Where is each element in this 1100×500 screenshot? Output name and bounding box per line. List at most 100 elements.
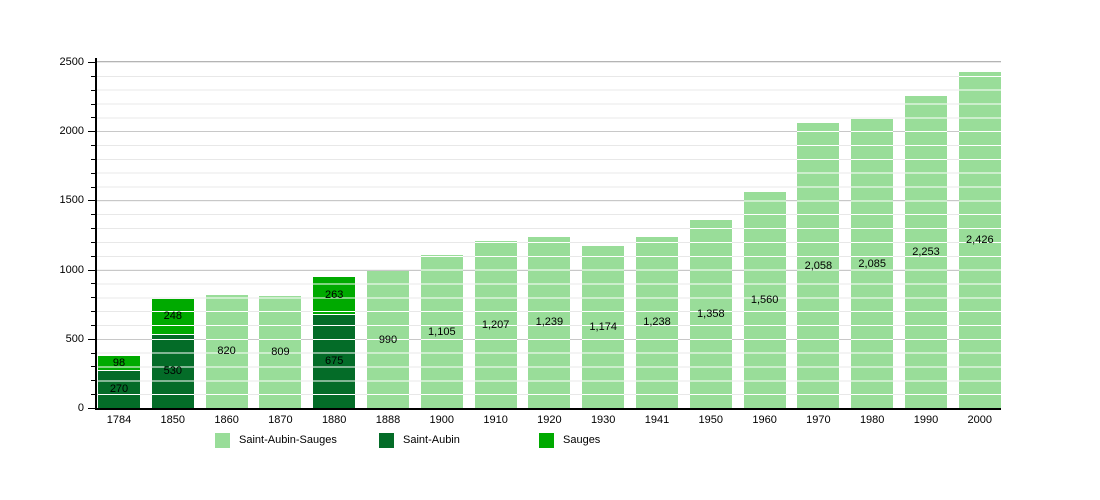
bar-value-label: 1,560 [750, 294, 779, 307]
bar-group-1990: 2,253 [905, 96, 947, 408]
bar-group-1950: 1,358 [689, 220, 732, 408]
y-minor-tick [91, 228, 95, 229]
bar-segment-saint-aubin: 270 [98, 370, 140, 408]
bar-segment-saint-aubin-sauges: 2,085 [851, 119, 894, 408]
y-tick-label: 2500 [59, 56, 84, 68]
bar-segment-sauges: 248 [151, 299, 194, 335]
legend-label: Sauges [563, 433, 601, 446]
y-minor-tick [91, 145, 95, 146]
legend-label: Saint-Aubin-Sauges [239, 433, 337, 446]
y-major-tick [88, 408, 95, 409]
bar-group-1888: 990 [367, 271, 409, 408]
y-tick-label: 1000 [59, 264, 84, 276]
bar-segment-sauges: 98 [98, 356, 140, 371]
bar-group-1900: 1,105 [420, 255, 463, 408]
x-tick-label-1910: 1910 [483, 414, 508, 426]
bar-value-label: 675 [325, 355, 344, 368]
x-tick-label-1888: 1888 [375, 414, 401, 426]
y-minor-tick [91, 394, 95, 395]
bar-group-1860: 820 [205, 294, 248, 408]
bar-value-label: 1,207 [481, 318, 510, 331]
y-minor-tick [91, 104, 95, 105]
bar-group-1870: 809 [259, 296, 302, 408]
bar-group-1941: 1,238 [636, 236, 678, 408]
bar-value-label: 1,174 [589, 320, 617, 333]
bar-group-1970: 2,058 [797, 123, 840, 408]
legend-swatch-icon [215, 432, 230, 448]
bar-group-2000: 2,426 [958, 72, 1001, 408]
legend-swatch-icon [379, 432, 394, 448]
bar-value-label: 248 [163, 310, 182, 323]
legend-item-sauges: Sauges [539, 432, 600, 448]
y-minor-tick [91, 173, 95, 174]
grid-major-line [97, 200, 1001, 202]
y-axis-line [95, 58, 97, 410]
x-tick-label-1920: 1920 [537, 414, 562, 426]
bar-value-label: 2,426 [966, 234, 994, 247]
bar-segment-saint-aubin-sauges: 809 [259, 296, 302, 408]
legend-item-saint-aubin-sauges: Saint-Aubin-Sauges [215, 432, 337, 448]
y-tick-label: 500 [65, 333, 84, 345]
x-tick-label-2000: 2000 [967, 414, 993, 426]
y-minor-tick [91, 353, 95, 354]
bar-value-label: 270 [109, 383, 129, 396]
bar-segment-saint-aubin-sauges: 2,058 [797, 123, 840, 408]
bar-segment-saint-aubin-sauges: 1,105 [420, 255, 463, 408]
plot-area: 270 98 530 248 820 809 675 263 990 1,105 1,207 1,23… [97, 61, 1001, 408]
bar-segment-saint-aubin-sauges: 1,207 [474, 241, 517, 408]
grid-major-line [97, 131, 1001, 133]
x-tick-label-1980: 1980 [859, 414, 885, 426]
bar-segment-sauges: 263 [313, 277, 356, 315]
x-tick-label-1850: 1850 [160, 414, 186, 426]
bar-value-label: 1,358 [697, 308, 725, 321]
y-tick-label: 0 [77, 402, 84, 414]
bar-value-label: 2,253 [912, 246, 940, 259]
bar-value-label: 1,238 [643, 316, 671, 329]
bar-group-1930: 1,174 [582, 245, 625, 408]
bar-value-label: 263 [325, 289, 344, 302]
bar-segment-saint-aubin-sauges: 1,174 [582, 245, 625, 408]
y-major-tick [88, 200, 95, 201]
bar-group-1910: 1,207 [474, 241, 517, 408]
y-major-tick [88, 62, 95, 63]
y-minor-tick [91, 311, 95, 312]
bar-segment-saint-aubin-sauges: 1,358 [689, 220, 732, 408]
y-minor-tick [91, 90, 95, 91]
bar-value-label: 2,058 [804, 259, 833, 272]
y-minor-tick [91, 283, 95, 284]
x-tick-label-1900: 1900 [429, 414, 455, 426]
x-tick-label-1941: 1941 [644, 414, 670, 426]
bar-group-1880: 675 263 [313, 277, 356, 408]
x-tick-label-1990: 1990 [913, 414, 939, 426]
y-major-tick [88, 270, 95, 271]
bar-value-label: 1,239 [535, 316, 564, 329]
legend-label: Saint-Aubin [403, 433, 460, 446]
bar-value-label: 809 [271, 346, 290, 358]
y-minor-tick [91, 76, 95, 77]
x-axis-line [95, 408, 1001, 410]
y-major-tick [88, 131, 95, 132]
bar-segment-saint-aubin: 530 [151, 334, 194, 408]
bar-value-label: 98 [112, 356, 126, 369]
bar-group-1850: 530 248 [151, 299, 194, 408]
y-minor-tick [91, 325, 95, 326]
y-tick-label: 1500 [59, 194, 84, 206]
bar-group-1960: 1,560 [743, 192, 786, 408]
bar-value-label: 2,085 [858, 257, 886, 270]
bar-group-1920: 1,239 [528, 236, 571, 408]
y-tick-label: 2000 [59, 125, 84, 137]
x-tick-label-1880: 1880 [321, 414, 347, 426]
y-minor-tick [91, 380, 95, 381]
x-tick-label-1960: 1960 [752, 414, 777, 426]
y-minor-tick [91, 297, 95, 298]
bar-segment-saint-aubin-sauges: 990 [367, 271, 409, 408]
y-minor-tick [91, 117, 95, 118]
legend-swatch-icon [539, 432, 554, 448]
x-tick-label-1970: 1970 [806, 414, 831, 426]
bar-value-label: 1,105 [428, 325, 456, 338]
bar-value-label: 820 [217, 345, 236, 358]
legend-item-saint-aubin: Saint-Aubin [379, 432, 460, 448]
x-tick-label-1860: 1860 [214, 414, 239, 426]
y-minor-tick [91, 256, 95, 257]
